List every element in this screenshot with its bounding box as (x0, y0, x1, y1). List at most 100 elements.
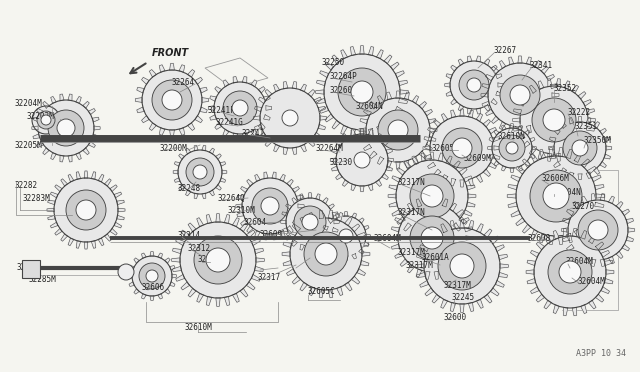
Polygon shape (412, 96, 419, 103)
Polygon shape (482, 101, 490, 106)
Polygon shape (309, 212, 316, 221)
Circle shape (261, 197, 279, 215)
Polygon shape (458, 105, 464, 111)
Polygon shape (509, 57, 514, 65)
Circle shape (430, 116, 494, 180)
Polygon shape (223, 80, 229, 87)
Polygon shape (572, 228, 577, 237)
Polygon shape (202, 145, 206, 151)
Text: 32610M: 32610M (184, 324, 212, 333)
Text: 32270: 32270 (572, 202, 595, 211)
Polygon shape (589, 235, 596, 244)
Polygon shape (386, 149, 392, 154)
Polygon shape (626, 218, 634, 224)
Polygon shape (566, 233, 572, 243)
Circle shape (467, 78, 481, 92)
Polygon shape (554, 128, 560, 134)
Text: 32605A: 32605A (432, 144, 460, 153)
Polygon shape (451, 110, 456, 118)
Polygon shape (332, 212, 338, 217)
Polygon shape (522, 224, 531, 233)
Polygon shape (68, 155, 72, 162)
Polygon shape (606, 270, 614, 274)
Polygon shape (626, 236, 634, 241)
Polygon shape (340, 50, 348, 59)
Polygon shape (300, 282, 307, 291)
Polygon shape (215, 87, 221, 93)
Polygon shape (179, 185, 184, 190)
Polygon shape (280, 174, 285, 182)
Polygon shape (432, 294, 440, 303)
Polygon shape (378, 157, 384, 164)
Polygon shape (425, 288, 434, 296)
Polygon shape (43, 148, 49, 155)
Polygon shape (529, 85, 536, 93)
Circle shape (452, 138, 472, 158)
Polygon shape (438, 153, 443, 161)
Polygon shape (397, 168, 405, 175)
Polygon shape (463, 210, 472, 216)
Polygon shape (465, 244, 472, 249)
Polygon shape (335, 213, 340, 218)
Circle shape (180, 222, 256, 298)
Polygon shape (301, 84, 307, 92)
Polygon shape (322, 234, 326, 238)
Polygon shape (84, 242, 88, 249)
Polygon shape (378, 96, 384, 103)
Circle shape (304, 232, 348, 276)
Polygon shape (387, 160, 392, 168)
Polygon shape (158, 294, 163, 299)
Polygon shape (389, 185, 397, 190)
Circle shape (572, 140, 588, 156)
Polygon shape (616, 202, 623, 209)
Polygon shape (368, 129, 373, 136)
Text: 32610N: 32610N (498, 131, 525, 141)
Polygon shape (424, 109, 433, 116)
Polygon shape (351, 184, 356, 190)
Polygon shape (247, 179, 253, 186)
Polygon shape (94, 126, 100, 130)
Polygon shape (246, 282, 255, 290)
Polygon shape (92, 241, 96, 248)
Polygon shape (536, 294, 545, 302)
Polygon shape (532, 146, 536, 150)
Polygon shape (553, 231, 559, 239)
Polygon shape (195, 116, 202, 123)
Polygon shape (467, 202, 475, 207)
Polygon shape (552, 93, 559, 97)
Polygon shape (264, 96, 270, 101)
Polygon shape (360, 242, 369, 247)
Polygon shape (434, 197, 438, 205)
Polygon shape (494, 161, 499, 166)
Circle shape (530, 170, 582, 222)
Text: 32604M: 32604M (566, 257, 594, 266)
Polygon shape (61, 234, 67, 241)
Polygon shape (334, 220, 339, 224)
Polygon shape (251, 80, 257, 87)
Polygon shape (368, 184, 373, 190)
Polygon shape (564, 81, 570, 89)
Polygon shape (428, 119, 436, 124)
Polygon shape (428, 162, 435, 169)
Polygon shape (364, 109, 371, 116)
Polygon shape (287, 179, 293, 186)
Polygon shape (534, 122, 541, 129)
Polygon shape (61, 179, 67, 186)
Polygon shape (287, 226, 293, 232)
Polygon shape (237, 195, 244, 200)
Polygon shape (176, 239, 185, 246)
Polygon shape (141, 253, 146, 259)
Polygon shape (76, 172, 81, 179)
Polygon shape (468, 108, 472, 114)
Text: 32241F: 32241F (208, 106, 236, 115)
Polygon shape (522, 159, 531, 168)
Polygon shape (68, 238, 74, 246)
Polygon shape (149, 70, 156, 77)
Circle shape (76, 200, 96, 220)
Polygon shape (255, 266, 264, 272)
Polygon shape (453, 223, 460, 231)
Polygon shape (264, 233, 268, 240)
Polygon shape (556, 79, 560, 87)
Polygon shape (482, 84, 490, 89)
Polygon shape (522, 141, 530, 148)
